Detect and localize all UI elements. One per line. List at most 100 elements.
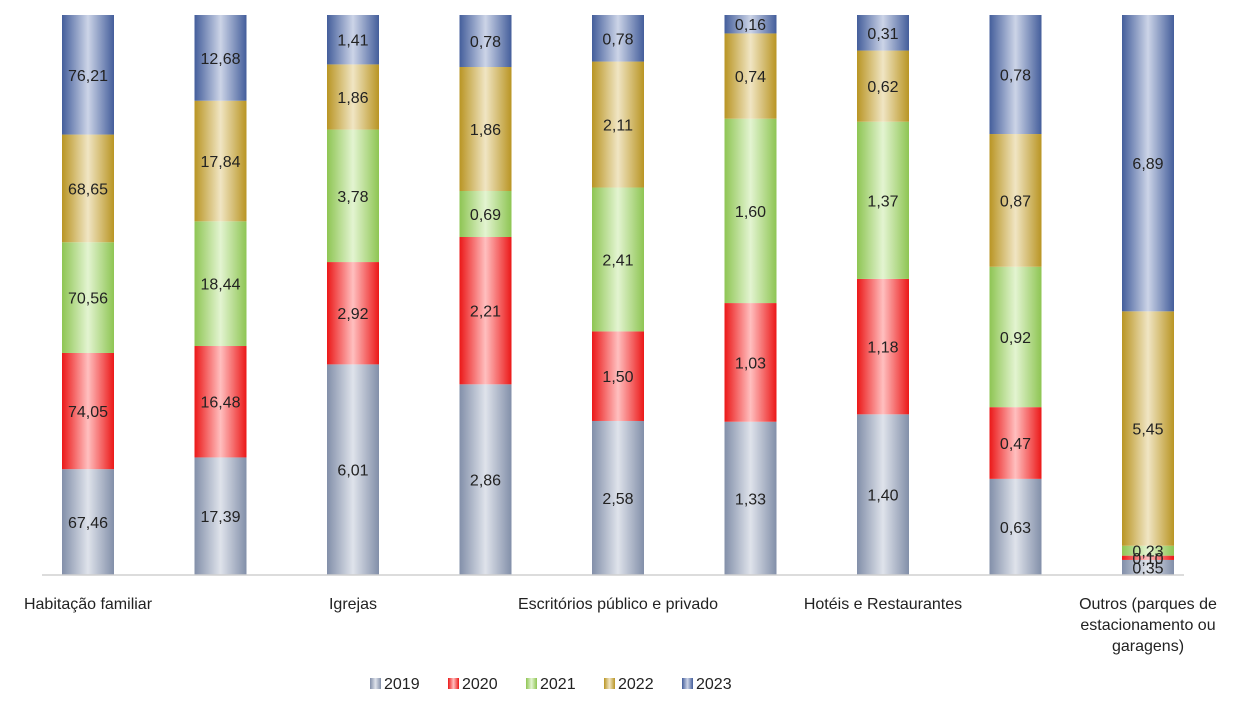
bar-segment-2021-3	[327, 129, 379, 263]
data-label: 2,11	[603, 118, 633, 135]
bar-segment-2019-4	[459, 384, 512, 575]
bar-segment-2022-3	[327, 64, 379, 130]
data-label: 70,56	[68, 291, 108, 308]
data-label: 1,86	[337, 90, 368, 107]
data-label: 5,45	[1132, 422, 1163, 439]
data-label: 0,16	[735, 17, 766, 34]
category-label: Escritórios público e privado	[518, 596, 718, 613]
bar-segment-2023-5	[592, 15, 644, 62]
data-label: 74,05	[68, 404, 108, 421]
data-label: 0,87	[1000, 193, 1031, 210]
bar-segment-2020-7	[857, 278, 909, 415]
data-label: 1,40	[867, 488, 898, 505]
category-labels-layer: Habitação familiar Igrejas Escritórios púb…	[24, 596, 1217, 655]
data-label: 17,84	[200, 154, 240, 171]
data-label: 0,23	[1132, 544, 1163, 561]
data-label: 0,47	[1000, 436, 1031, 453]
data-label: 2,86	[470, 473, 501, 490]
data-label: 0,10	[1132, 551, 1163, 568]
bar-segment-2023-2	[194, 15, 247, 101]
bar-segment-2022-6	[724, 33, 777, 119]
bar-segment-2020-3	[327, 262, 379, 365]
legend-label: 2022	[618, 676, 654, 693]
bar-segment-2020-1	[62, 352, 114, 470]
data-label: 0,31	[867, 26, 898, 43]
data-label: 17,39	[200, 509, 240, 526]
bar-segment-2019-9	[1122, 559, 1174, 575]
bar-segment-2022-9	[1122, 311, 1174, 546]
data-label: 1,33	[735, 491, 766, 508]
data-label: 2,41	[602, 252, 633, 269]
data-label: 0,78	[470, 34, 501, 51]
legend-item-2020: 2020	[448, 676, 498, 693]
data-label: 2,21	[470, 304, 501, 321]
data-label: 16,48	[200, 395, 240, 412]
data-label: 2,58	[602, 491, 633, 508]
data-label: 0,92	[1000, 330, 1031, 347]
bar-segment-2020-9	[1122, 555, 1174, 560]
bar-segment-2020-8	[989, 407, 1042, 479]
bar-segment-2023-9	[1122, 15, 1174, 312]
data-label: 1,37	[867, 193, 898, 210]
bar-segment-2020-6	[724, 303, 777, 422]
bar-segment-2021-9	[1122, 545, 1174, 556]
bar-segment-2021-1	[62, 242, 114, 353]
data-label: 0,74	[735, 69, 766, 86]
data-label: 1,03	[735, 355, 766, 372]
data-label: 68,65	[68, 181, 108, 198]
legend-label: 2020	[462, 676, 498, 693]
bar-segment-2023-1	[62, 15, 114, 135]
bar-segment-2019-6	[724, 421, 777, 575]
legend-label: 2019	[384, 676, 420, 693]
bar-segment-2019-1	[62, 469, 114, 575]
legend-swatch	[604, 678, 615, 689]
legend-swatch	[526, 678, 537, 689]
bar-segment-2021-8	[989, 266, 1042, 408]
data-label: 18,44	[200, 277, 240, 294]
data-label: 1,86	[470, 122, 501, 139]
data-label: 0,35	[1132, 560, 1163, 577]
bar-segment-2023-4	[459, 15, 512, 67]
data-label: 6,01	[337, 463, 368, 480]
data-label: 76,21	[68, 68, 108, 85]
bar-segment-2021-5	[592, 187, 644, 332]
bar-segment-2019-2	[194, 457, 247, 575]
bar-segment-2019-8	[989, 478, 1042, 575]
bar-segment-2020-2	[194, 346, 247, 458]
data-label: 0,63	[1000, 520, 1031, 537]
bar-segment-2023-8	[989, 15, 1042, 135]
bar-segment-2023-7	[857, 15, 909, 51]
legend-label: 2021	[540, 676, 576, 693]
data-label: 0,69	[470, 207, 501, 224]
data-label: 0,78	[602, 31, 633, 48]
legend-item-2021: 2021	[526, 676, 576, 693]
bar-segment-2021-6	[724, 118, 777, 304]
category-label: Outros (parques de estacionamento ou garag…	[1079, 596, 1217, 655]
bar-segment-2022-1	[62, 134, 114, 243]
data-label: 3,78	[337, 189, 368, 206]
data-label: 0,78	[1000, 68, 1031, 85]
data-label: 1,60	[735, 204, 766, 221]
data-label: 1,18	[867, 340, 898, 357]
bar-segment-2019-7	[857, 414, 909, 575]
data-label: 1,50	[602, 369, 633, 386]
data-label: 67,46	[68, 515, 108, 532]
bar-segment-2019-5	[592, 420, 644, 575]
bar-segment-2022-2	[194, 100, 247, 222]
bars-layer	[62, 15, 1174, 575]
data-label: 1,41	[337, 33, 368, 50]
legend-item-2022: 2022	[604, 676, 654, 693]
data-label: 12,68	[200, 51, 240, 68]
legend: 2019 2020 2021 2022 2023	[370, 676, 732, 693]
data-label: 2,92	[337, 306, 368, 323]
bar-segment-2022-4	[459, 67, 512, 191]
category-label: Hotéis e Restaurantes	[804, 596, 962, 613]
legend-label: 2023	[696, 676, 732, 693]
bar-segment-2022-5	[592, 61, 644, 188]
data-label: 6,89	[1132, 156, 1163, 173]
bar-segment-2023-3	[327, 15, 379, 65]
legend-item-2019: 2019	[370, 676, 420, 693]
bar-segment-2019-3	[327, 364, 379, 575]
